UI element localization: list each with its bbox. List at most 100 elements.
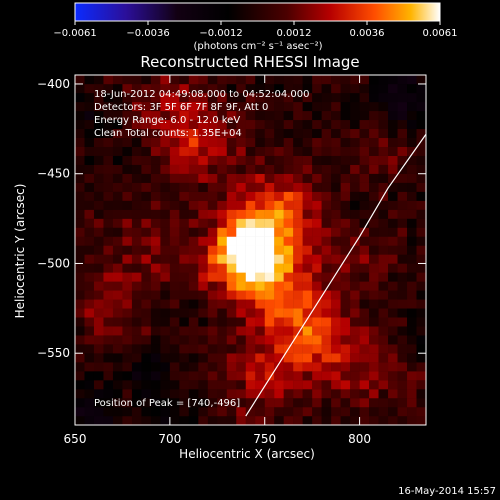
heatmap-cell [226,182,237,192]
x-tick-label: 800 [348,432,371,446]
heatmap-cell [150,254,161,264]
heatmap-cell [359,344,370,354]
heatmap-cell [207,182,218,192]
heatmap-cell [169,317,180,327]
heatmap-cell [103,344,114,354]
heatmap-cell [122,83,133,94]
heatmap-cell [264,308,275,318]
heatmap-cell [407,227,417,237]
heatmap-cell [378,308,389,318]
heatmap-cell [103,128,114,139]
heatmap-cell [388,119,398,130]
heatmap-cell [293,407,303,417]
heatmap-cell [340,236,351,246]
heatmap-cell [388,263,398,273]
heatmap-cell [198,344,209,354]
heatmap-cell [283,236,294,246]
heatmap-cell [131,92,142,103]
heatmap-cell [93,173,104,183]
heatmap-cell [169,137,180,147]
heatmap-cell [255,200,265,210]
heatmap-cell [264,200,275,210]
heatmap-cell [217,344,227,354]
heatmap-cell [112,128,123,139]
heatmap-cell [131,155,142,165]
heatmap-cell [312,182,322,192]
heatmap-cell [397,209,408,219]
y-tick-labels: −550 −500 −450 −400 [37,77,70,360]
heatmap-cell [217,137,227,147]
heatmap-cell [236,137,246,147]
heatmap-cell [112,317,123,327]
heatmap-cell [103,272,114,282]
heatmap-cell [264,92,275,103]
x-tick-label: 700 [158,432,181,446]
heatmap-cell [331,344,341,354]
heatmap-cell [245,209,256,219]
heatmap-cell [217,200,227,210]
heatmap-cell [283,416,294,426]
heatmap-cell [84,245,95,255]
heatmap-cell [416,326,427,336]
colorbar-tick-label: −0.0036 [126,28,169,39]
heatmap-cell [388,281,398,291]
heatmap-cell [188,155,199,165]
heatmap-cell [160,335,171,345]
heatmap-cell [84,182,95,192]
heatmap-cell [169,353,180,363]
heatmap-cell [122,380,133,390]
heatmap-cell [264,75,275,85]
y-tick-label: −550 [37,346,70,360]
heatmap-cell [122,272,133,282]
heatmap-cell [122,75,133,85]
heatmap-cell [236,236,246,246]
heatmap-cell [236,299,246,309]
heatmap-cell [217,317,227,327]
heatmap-cell [274,380,284,390]
heatmap-cell [397,272,408,282]
heatmap-cell [283,299,294,309]
heatmap-cell [283,92,294,103]
heatmap-cell [112,245,123,255]
heatmap-cell [179,236,190,246]
heatmap-cell [359,227,370,237]
heatmap-cell [160,380,171,390]
x-axis-label: Heliocentric X (arcsec) [179,447,315,461]
heatmap-cell [350,290,360,300]
heatmap-cell [217,335,227,345]
heatmap-cell [283,191,294,201]
heatmap-cell [350,335,360,345]
heatmap-cell [340,380,351,390]
heatmap-cell [103,164,114,174]
heatmap-cell [169,155,180,165]
heatmap-cell [236,407,246,417]
heatmap-cell [293,335,303,345]
heatmap-cell [112,164,123,174]
heatmap-cell [226,416,237,426]
heatmap-cell [84,101,95,112]
heatmap-cell [397,137,408,147]
heatmap-cell [179,263,190,273]
heatmap-cell [397,326,408,336]
heatmap-cell [359,254,370,264]
heatmap-cell [103,398,114,408]
heatmap-cell [122,227,133,237]
heatmap-cell [217,191,227,201]
heatmap-cell [378,263,389,273]
heatmap-cell [245,380,256,390]
heatmap-cell [226,209,237,219]
heatmap-cell [312,155,322,165]
heatmap-cell [112,101,123,112]
heatmap-cell [112,290,123,300]
heatmap-cell [150,119,161,130]
heatmap-cell [75,101,85,112]
heatmap-cell [236,218,246,228]
heatmap-cell [378,182,389,192]
heatmap-cell [84,326,95,336]
heatmap-cell [359,119,370,130]
heatmap-cell [131,119,142,130]
heatmap-cell [160,218,171,228]
heatmap-cell [160,164,171,174]
heatmap-cell [75,263,85,273]
heatmap-cell [312,146,322,156]
